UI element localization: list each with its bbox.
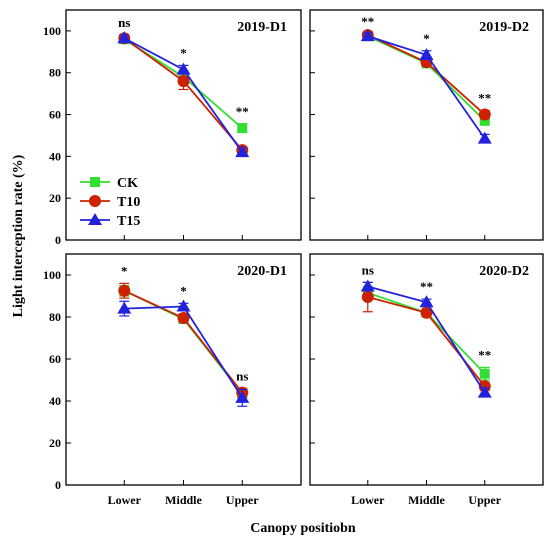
- y-tick-label: 20: [49, 436, 61, 450]
- x-tick-label: Upper: [468, 493, 501, 507]
- y-axis-title: Light interception rate (%): [11, 154, 26, 317]
- y-tick-label: 100: [43, 268, 61, 282]
- legend-marker: [90, 177, 100, 187]
- x-tick-label: Middle: [165, 493, 202, 507]
- legend-marker: [88, 213, 102, 225]
- data-point: [479, 368, 490, 379]
- data-point: [235, 145, 250, 158]
- panel-2020-D1: 0 20 40 60 80 100 Lower Middle Upper 2020-D1 * * ns: [43, 253, 302, 507]
- y-tick-label: 40: [49, 394, 61, 408]
- y-tick-label: 60: [49, 352, 61, 366]
- panel-title: 2020-D2: [479, 264, 529, 279]
- data-point: [479, 115, 490, 126]
- data-point: [118, 284, 131, 297]
- data-point: [235, 390, 250, 403]
- data-point: [176, 299, 191, 312]
- significance-label: *: [121, 263, 128, 278]
- y-tick-label: 40: [49, 149, 61, 163]
- data-point: [419, 295, 434, 308]
- legend-entry-T10: T10: [80, 195, 140, 210]
- data-point: [117, 301, 132, 314]
- x-tick-label: Lower: [351, 493, 385, 507]
- y-tick-label: 0: [55, 233, 61, 247]
- x-tick-label: Middle: [408, 493, 445, 507]
- x-tick-label: Upper: [226, 493, 259, 507]
- significance-label: **: [478, 90, 491, 105]
- legend: CK T10 T15: [80, 176, 140, 229]
- significance-label: ns: [362, 262, 374, 277]
- y-tick-label: 0: [55, 478, 61, 492]
- y-tick-label: 80: [49, 310, 61, 324]
- significance-label: **: [478, 347, 491, 362]
- panel-2020-D2: Lower Middle Upper 2020-D2 ns ** **: [309, 253, 544, 507]
- y-tick-label: 60: [49, 108, 61, 122]
- legend-label: CK: [117, 176, 138, 191]
- data-point: [477, 385, 492, 398]
- data-point: [176, 62, 191, 75]
- y-tick-label: 100: [43, 24, 61, 38]
- data-point: [477, 131, 492, 144]
- y-tick-label: 80: [49, 66, 61, 80]
- panel-title: 2019-D2: [479, 20, 529, 35]
- series-T15: [360, 279, 492, 398]
- data-point: [420, 306, 433, 319]
- data-point: [360, 29, 375, 42]
- significance-label: **: [420, 279, 433, 294]
- data-point: [177, 312, 190, 325]
- legend-entry-T15: T15: [80, 213, 140, 229]
- significance-label: *: [423, 31, 430, 46]
- data-point: [237, 123, 248, 134]
- significance-label: ns: [118, 15, 130, 30]
- panel-title: 2020-D1: [237, 264, 287, 279]
- x-tick-label: Lower: [108, 493, 142, 507]
- legend-marker: [89, 195, 101, 207]
- series-T15: [117, 31, 250, 158]
- x-axis-title: Canopy positiobn: [250, 521, 356, 536]
- data-point: [117, 31, 132, 44]
- legend-label: T10: [117, 195, 140, 210]
- significance-label: ns: [236, 368, 248, 383]
- panel-title: 2019-D1: [237, 20, 287, 35]
- data-point: [360, 279, 375, 292]
- significance-label: *: [180, 283, 187, 298]
- data-point: [419, 47, 434, 60]
- y-tick-label: 20: [49, 191, 61, 205]
- series-T15: [360, 29, 492, 144]
- legend-entry-CK: CK: [80, 176, 138, 191]
- significance-label: **: [236, 104, 249, 119]
- series-T15: [117, 299, 250, 407]
- data-point: [478, 108, 491, 121]
- panel-2019-D2: 2019-D2*****: [309, 9, 544, 241]
- legend-label: T15: [117, 214, 140, 229]
- data-point: [361, 291, 374, 304]
- significance-label: **: [361, 14, 374, 29]
- data-point: [177, 75, 190, 88]
- significance-label: *: [180, 45, 187, 60]
